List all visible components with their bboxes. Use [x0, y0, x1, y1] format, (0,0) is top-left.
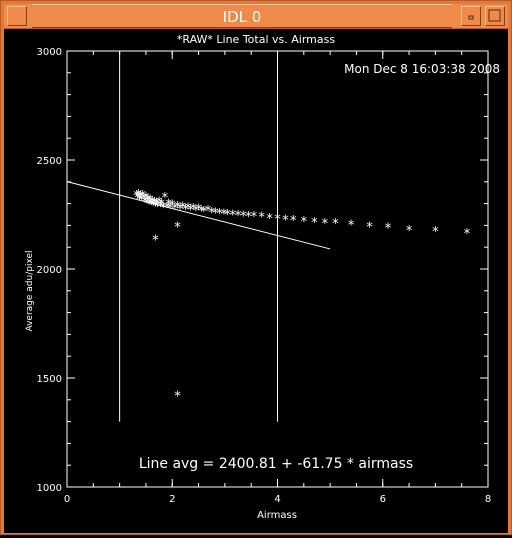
minimize-button[interactable] [461, 6, 481, 26]
data-point: * [135, 188, 142, 203]
data-point: * [169, 199, 176, 214]
data-point: * [216, 207, 223, 222]
data-point: * [167, 202, 174, 217]
y-tick-label: 1000 [37, 483, 62, 494]
data-point: * [240, 209, 247, 224]
y-tick-label: 3000 [37, 47, 62, 58]
data-point: * [245, 210, 252, 225]
data-point: * [165, 198, 172, 213]
data-point: * [172, 202, 179, 217]
data-point: * [266, 212, 273, 227]
data-point: * [144, 197, 151, 212]
data-point: * [258, 211, 265, 226]
data-point: * [142, 195, 149, 210]
data-point: * [290, 214, 297, 229]
data-point: * [251, 210, 258, 225]
data-point: * [157, 200, 164, 215]
x-tick-label: 6 [380, 494, 386, 505]
data-point: * [133, 189, 140, 204]
maximize-button[interactable] [485, 6, 505, 26]
data-point: * [348, 218, 355, 233]
y-tick-label: 2000 [37, 265, 62, 276]
x-tick-label: 8 [485, 494, 491, 505]
y-axis-label: Average adu/pixel [25, 250, 35, 331]
data-point: * [140, 189, 147, 204]
data-point: * [180, 201, 187, 216]
x-tick-label: 2 [169, 494, 175, 505]
chart-title: *RAW* Line Total vs. Airmass [177, 33, 335, 46]
data-point: * [311, 216, 318, 231]
data-point: * [432, 225, 439, 240]
airmass-scatter-chart: *RAW* Line Total vs. Airmass Mon Dec 8 1… [4, 29, 508, 533]
data-point: * [274, 212, 281, 227]
data-point: * [143, 191, 150, 206]
data-point: * [282, 213, 289, 228]
data-point: * [136, 193, 143, 208]
data-point: * [134, 191, 141, 206]
maximize-icon [488, 9, 501, 22]
fit-line [66, 181, 331, 250]
data-point: * [187, 204, 194, 219]
data-point: * [177, 203, 184, 218]
data-point: * [182, 203, 189, 218]
data-point: * [174, 220, 181, 235]
data-point: * [230, 209, 237, 224]
data-point: * [301, 215, 308, 230]
data-point: * [156, 195, 163, 210]
data-point: * [208, 206, 215, 221]
data-point: * [212, 206, 219, 221]
plot-area: *RAW* Line Total vs. Airmass Mon Dec 8 1… [4, 29, 508, 533]
data-point: * [224, 208, 231, 223]
data-point: * [205, 204, 212, 219]
data-point: * [406, 224, 413, 239]
data-point: * [147, 194, 154, 209]
data-point: * [174, 389, 181, 404]
data-point: * [160, 201, 167, 216]
data-point: * [322, 217, 329, 232]
data-point: * [235, 209, 242, 224]
x-axis-label: Airmass [257, 510, 297, 521]
data-point: * [137, 190, 144, 205]
data-point: * [198, 205, 205, 220]
data-point: * [141, 192, 148, 207]
data-point: * [152, 199, 159, 214]
data-point: * [145, 193, 152, 208]
fit-annotation: Line avg = 2400.81 + -61.75 * airmass [139, 456, 413, 472]
data-point: * [195, 202, 202, 217]
data-point: * [164, 201, 171, 216]
data-point: * [150, 199, 157, 214]
minimize-icon [468, 15, 474, 20]
data-point: * [146, 198, 153, 213]
x-tick-label: 4 [274, 494, 280, 505]
y-tick-label: 2500 [37, 156, 62, 167]
y-tick-label: 1500 [37, 374, 62, 385]
data-point: * [148, 198, 155, 213]
data-point: * [201, 205, 208, 220]
data-point: * [149, 195, 156, 210]
data-point: * [152, 234, 159, 249]
data-point: * [190, 202, 197, 217]
data-point: * [153, 197, 160, 212]
data-point: * [193, 204, 200, 219]
data-point: * [151, 196, 158, 211]
x-tick-label: 0 [64, 494, 70, 505]
data-point: * [366, 220, 373, 235]
data-point: * [185, 201, 192, 216]
data-point: * [221, 207, 228, 222]
window-title: IDL 0 [32, 4, 452, 28]
data-point: * [154, 200, 161, 215]
window-menu-button[interactable] [7, 6, 27, 26]
data-point: * [158, 198, 165, 213]
data-point: * [464, 227, 471, 242]
data-point: * [162, 191, 169, 206]
data-point: * [332, 217, 339, 232]
data-point: * [174, 200, 181, 215]
data-point: * [138, 194, 145, 209]
chart-timestamp: Mon Dec 8 16:03:38 2008 [344, 62, 500, 76]
data-point: * [385, 222, 392, 237]
title-bar[interactable]: IDL 0 [4, 4, 508, 29]
